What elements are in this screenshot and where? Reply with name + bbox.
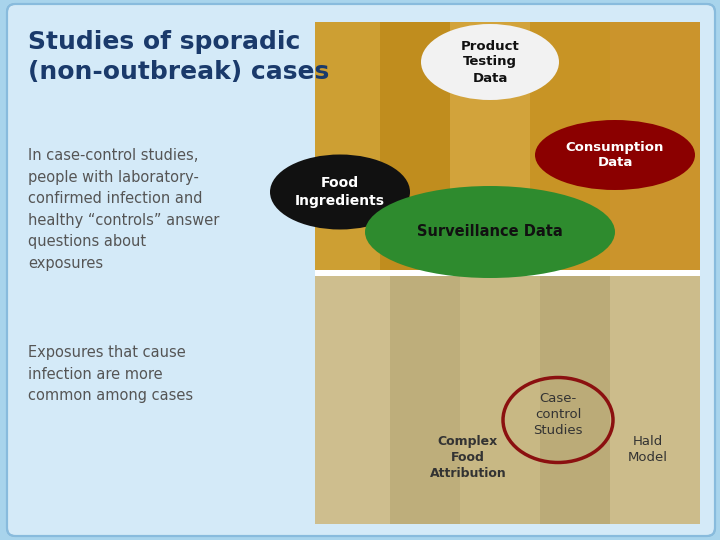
Text: In case-control studies,
people with laboratory-
confirmed infection and
healthy: In case-control studies, people with lab… [28, 148, 220, 271]
Bar [315, 22, 380, 270]
Bar [530, 22, 610, 270]
Text: Hald
Model: Hald Model [628, 435, 668, 464]
Bar [610, 22, 700, 270]
Bar [610, 276, 700, 524]
Ellipse shape [421, 24, 559, 100]
Text: Food
Ingredients: Food Ingredients [295, 177, 385, 208]
Bar [315, 276, 390, 524]
Text: Consumption
Data: Consumption Data [566, 140, 664, 170]
Bar [390, 276, 460, 524]
Text: Case-
control
Studies: Case- control Studies [534, 393, 582, 437]
Text: Exposures that cause
infection are more
common among cases: Exposures that cause infection are more … [28, 345, 193, 403]
Text: Product
Testing
Data: Product Testing Data [461, 39, 519, 84]
Text: Studies of sporadic: Studies of sporadic [28, 30, 300, 54]
Text: Complex
Food
Attribution: Complex Food Attribution [430, 435, 506, 480]
Bar [450, 22, 530, 270]
Ellipse shape [535, 120, 695, 190]
Bar [380, 22, 450, 270]
Bar [315, 276, 700, 524]
Bar [540, 276, 610, 524]
Bar [315, 270, 700, 276]
Text: (non-outbreak) cases: (non-outbreak) cases [28, 60, 329, 84]
Ellipse shape [365, 186, 615, 278]
FancyBboxPatch shape [7, 4, 715, 536]
Text: Surveillance Data: Surveillance Data [417, 225, 563, 240]
Bar [315, 22, 700, 270]
Ellipse shape [270, 154, 410, 230]
Bar [460, 276, 540, 524]
Bar [17, 14, 313, 526]
